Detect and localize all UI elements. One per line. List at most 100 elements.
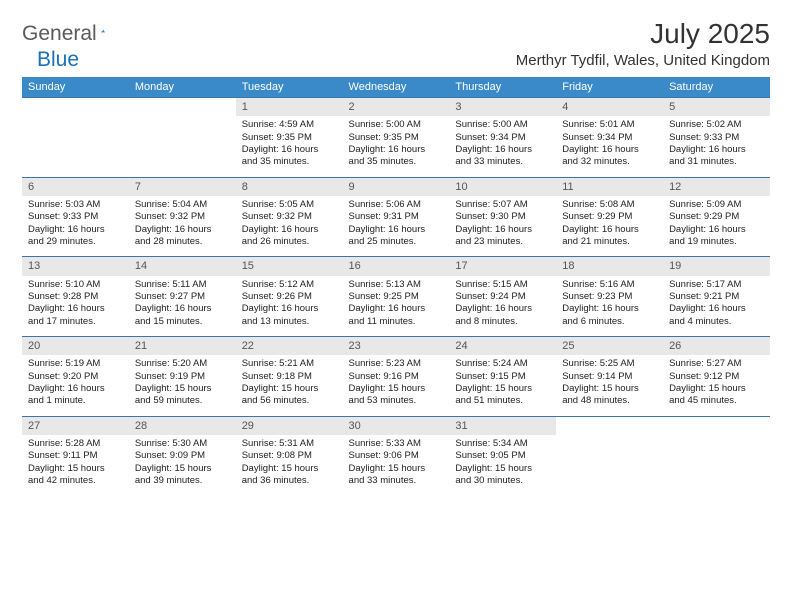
daylight-line: Daylight: 16 hours and 8 minutes.	[455, 303, 550, 328]
sunrise-line: Sunrise: 5:13 AM	[349, 279, 444, 291]
day-content-empty	[556, 435, 663, 495]
day-content: Sunrise: 5:07 AMSunset: 9:30 PMDaylight:…	[449, 196, 556, 256]
month-title: July 2025	[516, 18, 770, 50]
sunset-line: Sunset: 9:24 PM	[455, 291, 550, 303]
day-content: Sunrise: 5:31 AMSunset: 9:08 PMDaylight:…	[236, 435, 343, 495]
sunset-line: Sunset: 9:31 PM	[349, 211, 444, 223]
sunrise-line: Sunrise: 5:02 AM	[669, 119, 764, 131]
sunrise-line: Sunrise: 5:10 AM	[28, 279, 123, 291]
calendar-table: SundayMondayTuesdayWednesdayThursdayFrid…	[22, 77, 770, 495]
calendar-cell: 26Sunrise: 5:27 AMSunset: 9:12 PMDayligh…	[663, 337, 770, 417]
day-number: 21	[129, 337, 236, 355]
calendar-cell: 10Sunrise: 5:07 AMSunset: 9:30 PMDayligh…	[449, 177, 556, 257]
sunset-line: Sunset: 9:27 PM	[135, 291, 230, 303]
sunrise-line: Sunrise: 5:25 AM	[562, 358, 657, 370]
day-number: 19	[663, 257, 770, 275]
sunrise-line: Sunrise: 5:33 AM	[349, 438, 444, 450]
daylight-line: Daylight: 15 hours and 36 minutes.	[242, 463, 337, 488]
day-number: 15	[236, 257, 343, 275]
day-number: 7	[129, 178, 236, 196]
calendar-body: 1Sunrise: 4:59 AMSunset: 9:35 PMDaylight…	[22, 98, 770, 496]
day-number: 23	[343, 337, 450, 355]
calendar-cell: 15Sunrise: 5:12 AMSunset: 9:26 PMDayligh…	[236, 257, 343, 337]
calendar-cell: 3Sunrise: 5:00 AMSunset: 9:34 PMDaylight…	[449, 98, 556, 178]
daylight-line: Daylight: 16 hours and 6 minutes.	[562, 303, 657, 328]
day-number: 8	[236, 178, 343, 196]
calendar-week-row: 6Sunrise: 5:03 AMSunset: 9:33 PMDaylight…	[22, 177, 770, 257]
calendar-cell: 9Sunrise: 5:06 AMSunset: 9:31 PMDaylight…	[343, 177, 450, 257]
day-content: Sunrise: 5:19 AMSunset: 9:20 PMDaylight:…	[22, 355, 129, 415]
day-content: Sunrise: 5:04 AMSunset: 9:32 PMDaylight:…	[129, 196, 236, 256]
day-content: Sunrise: 5:12 AMSunset: 9:26 PMDaylight:…	[236, 276, 343, 336]
day-content: Sunrise: 5:20 AMSunset: 9:19 PMDaylight:…	[129, 355, 236, 415]
day-number-empty	[129, 98, 236, 116]
day-content: Sunrise: 5:10 AMSunset: 9:28 PMDaylight:…	[22, 276, 129, 336]
daylight-line: Daylight: 15 hours and 51 minutes.	[455, 383, 550, 408]
day-number-empty	[22, 98, 129, 116]
sunset-line: Sunset: 9:33 PM	[669, 132, 764, 144]
day-content: Sunrise: 5:05 AMSunset: 9:32 PMDaylight:…	[236, 196, 343, 256]
calendar-cell	[129, 98, 236, 178]
day-content: Sunrise: 5:01 AMSunset: 9:34 PMDaylight:…	[556, 116, 663, 176]
day-content: Sunrise: 5:03 AMSunset: 9:33 PMDaylight:…	[22, 196, 129, 256]
sunset-line: Sunset: 9:32 PM	[135, 211, 230, 223]
day-content: Sunrise: 5:06 AMSunset: 9:31 PMDaylight:…	[343, 196, 450, 256]
logo: General	[22, 22, 125, 46]
day-number: 24	[449, 337, 556, 355]
day-content: Sunrise: 5:34 AMSunset: 9:05 PMDaylight:…	[449, 435, 556, 495]
sunrise-line: Sunrise: 5:28 AM	[28, 438, 123, 450]
day-number: 20	[22, 337, 129, 355]
day-number: 30	[343, 417, 450, 435]
calendar-cell: 5Sunrise: 5:02 AMSunset: 9:33 PMDaylight…	[663, 98, 770, 178]
daylight-line: Daylight: 16 hours and 11 minutes.	[349, 303, 444, 328]
calendar-cell: 27Sunrise: 5:28 AMSunset: 9:11 PMDayligh…	[22, 416, 129, 495]
calendar-cell: 25Sunrise: 5:25 AMSunset: 9:14 PMDayligh…	[556, 337, 663, 417]
day-content: Sunrise: 5:00 AMSunset: 9:34 PMDaylight:…	[449, 116, 556, 176]
calendar-week-row: 20Sunrise: 5:19 AMSunset: 9:20 PMDayligh…	[22, 337, 770, 417]
sunrise-line: Sunrise: 5:15 AM	[455, 279, 550, 291]
calendar-week-row: 13Sunrise: 5:10 AMSunset: 9:28 PMDayligh…	[22, 257, 770, 337]
day-content-empty	[22, 116, 129, 176]
day-number: 10	[449, 178, 556, 196]
day-number: 26	[663, 337, 770, 355]
calendar-cell: 24Sunrise: 5:24 AMSunset: 9:15 PMDayligh…	[449, 337, 556, 417]
sunrise-line: Sunrise: 5:03 AM	[28, 199, 123, 211]
sunset-line: Sunset: 9:20 PM	[28, 371, 123, 383]
title-block: July 2025 Merthyr Tydfil, Wales, United …	[516, 18, 770, 69]
day-number: 17	[449, 257, 556, 275]
day-content-empty	[129, 116, 236, 176]
day-content: Sunrise: 5:16 AMSunset: 9:23 PMDaylight:…	[556, 276, 663, 336]
calendar-cell: 11Sunrise: 5:08 AMSunset: 9:29 PMDayligh…	[556, 177, 663, 257]
calendar-cell: 20Sunrise: 5:19 AMSunset: 9:20 PMDayligh…	[22, 337, 129, 417]
day-content: Sunrise: 5:13 AMSunset: 9:25 PMDaylight:…	[343, 276, 450, 336]
sunrise-line: Sunrise: 5:09 AM	[669, 199, 764, 211]
sunset-line: Sunset: 9:28 PM	[28, 291, 123, 303]
day-header: Thursday	[449, 77, 556, 98]
sunset-line: Sunset: 9:23 PM	[562, 291, 657, 303]
calendar-cell: 1Sunrise: 4:59 AMSunset: 9:35 PMDaylight…	[236, 98, 343, 178]
sunrise-line: Sunrise: 5:17 AM	[669, 279, 764, 291]
sunset-line: Sunset: 9:32 PM	[242, 211, 337, 223]
sunset-line: Sunset: 9:35 PM	[349, 132, 444, 144]
sunset-line: Sunset: 9:29 PM	[562, 211, 657, 223]
day-header: Friday	[556, 77, 663, 98]
daylight-line: Daylight: 15 hours and 59 minutes.	[135, 383, 230, 408]
day-number: 31	[449, 417, 556, 435]
sunset-line: Sunset: 9:11 PM	[28, 450, 123, 462]
location: Merthyr Tydfil, Wales, United Kingdom	[516, 52, 770, 69]
sunset-line: Sunset: 9:21 PM	[669, 291, 764, 303]
day-number: 13	[22, 257, 129, 275]
daylight-line: Daylight: 16 hours and 29 minutes.	[28, 224, 123, 249]
day-header-row: SundayMondayTuesdayWednesdayThursdayFrid…	[22, 77, 770, 98]
day-content: Sunrise: 5:09 AMSunset: 9:29 PMDaylight:…	[663, 196, 770, 256]
day-content: Sunrise: 5:15 AMSunset: 9:24 PMDaylight:…	[449, 276, 556, 336]
calendar-cell: 18Sunrise: 5:16 AMSunset: 9:23 PMDayligh…	[556, 257, 663, 337]
daylight-line: Daylight: 16 hours and 4 minutes.	[669, 303, 764, 328]
day-number: 4	[556, 98, 663, 116]
calendar-cell: 2Sunrise: 5:00 AMSunset: 9:35 PMDaylight…	[343, 98, 450, 178]
sunrise-line: Sunrise: 5:20 AM	[135, 358, 230, 370]
day-content: Sunrise: 5:11 AMSunset: 9:27 PMDaylight:…	[129, 276, 236, 336]
daylight-line: Daylight: 16 hours and 35 minutes.	[349, 144, 444, 169]
sunrise-line: Sunrise: 5:16 AM	[562, 279, 657, 291]
sunrise-line: Sunrise: 5:12 AM	[242, 279, 337, 291]
